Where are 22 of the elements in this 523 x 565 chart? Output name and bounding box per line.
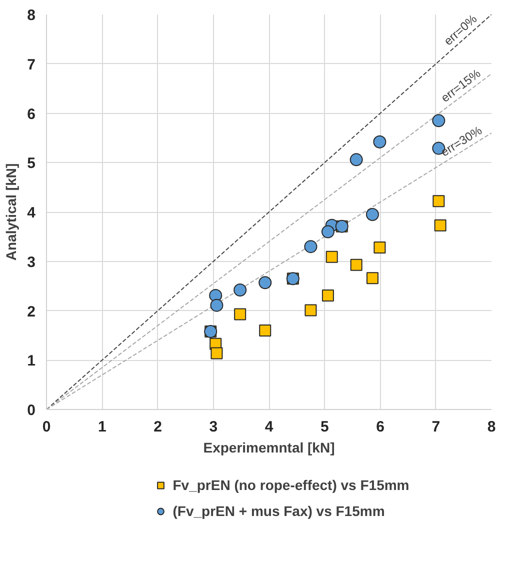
x-tick-label: 0 [42, 418, 51, 436]
x-tick-label: 6 [376, 418, 384, 436]
y-tick-label: 6 [27, 106, 36, 123]
x-tick-label: 1 [98, 418, 106, 436]
x-axis-title: Experimemntal [kN] [203, 440, 335, 456]
y-tick-label: 5 [27, 155, 36, 172]
x-tick-label: 4 [264, 418, 274, 436]
y-tick-label: 8 [27, 7, 36, 24]
legend-label: (Fv_prEN + mus Fax) vs F15mm [172, 503, 385, 519]
y-tick-label: 4 [27, 204, 36, 222]
legend-label: Fv_prEN (no rope-effect) vs F15mm [172, 477, 410, 493]
y-tick-label: 1 [27, 352, 36, 370]
x-tick-label: 2 [154, 418, 162, 436]
y-axis-title: Analytical [kN] [3, 163, 20, 261]
y-tick-label: 0 [27, 402, 36, 419]
y-tick-label: 2 [27, 303, 36, 320]
x-tick-label: 5 [320, 418, 329, 436]
x-tick-label: 7 [432, 418, 440, 436]
x-tick-label: 8 [487, 418, 496, 436]
y-tick-label: 7 [27, 56, 36, 74]
x-tick-label: 3 [209, 418, 218, 436]
y-tick-label: 3 [27, 254, 36, 271]
